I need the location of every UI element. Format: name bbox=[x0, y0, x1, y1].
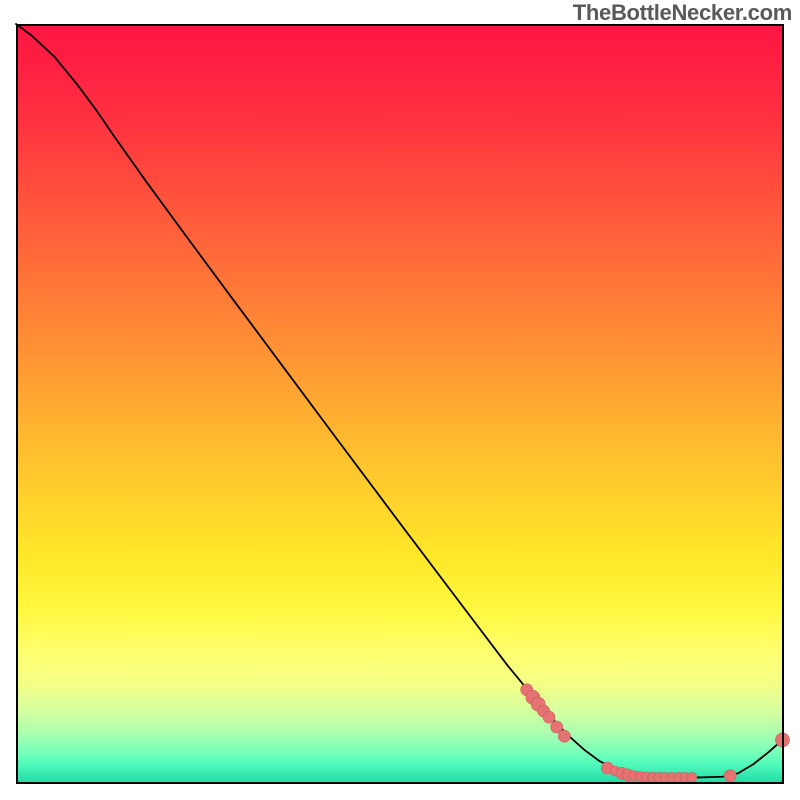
scatter-point bbox=[775, 733, 789, 747]
bottleneck-curve bbox=[16, 24, 784, 777]
scatter-point bbox=[687, 772, 697, 782]
watermark-text: TheBottleNecker.com bbox=[573, 0, 792, 26]
chart-plot-layer bbox=[0, 0, 800, 800]
scatter-point bbox=[724, 770, 736, 782]
scatter-point bbox=[543, 711, 555, 723]
scatter-point bbox=[558, 730, 570, 742]
chart-container: TheBottleNecker.com bbox=[0, 0, 800, 800]
